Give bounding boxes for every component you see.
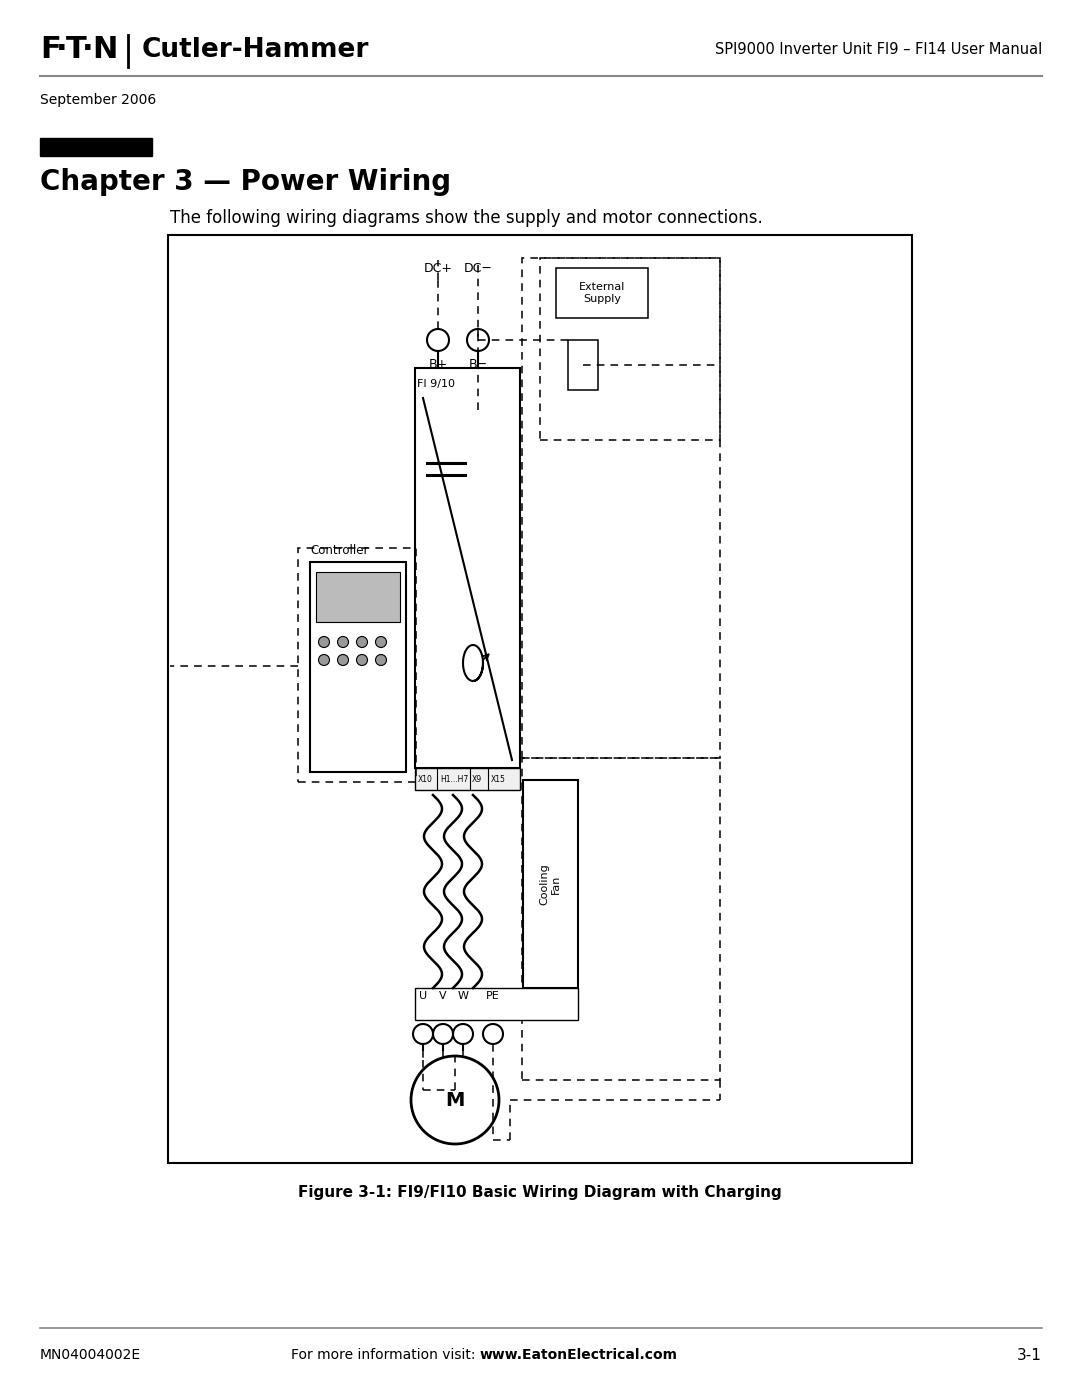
Circle shape — [319, 655, 329, 665]
Text: The following wiring diagrams show the supply and motor connections.: The following wiring diagrams show the s… — [170, 210, 762, 226]
Text: ·: · — [56, 35, 68, 64]
Text: X15: X15 — [491, 774, 505, 784]
Text: X10: X10 — [418, 774, 433, 784]
Circle shape — [356, 637, 367, 647]
Text: X9: X9 — [472, 774, 482, 784]
Bar — [40, 138, 152, 156]
Text: DC+: DC+ — [423, 261, 453, 274]
Text: Controller: Controller — [310, 543, 368, 556]
Text: Cutler-Hammer: Cutler-Hammer — [141, 36, 369, 63]
Text: MN04004002E: MN04004002E — [40, 1348, 141, 1362]
Circle shape — [356, 655, 367, 665]
Text: September 2006: September 2006 — [40, 94, 157, 108]
Text: B−: B− — [469, 358, 487, 370]
Text: DC−: DC− — [463, 261, 492, 274]
Text: H1...H7: H1...H7 — [440, 774, 469, 784]
Text: F: F — [40, 35, 60, 64]
Circle shape — [376, 637, 387, 647]
Circle shape — [319, 637, 329, 647]
Bar — [568, 339, 598, 390]
Text: V: V — [440, 990, 447, 1002]
Text: SPI9000 Inverter Unit FI9 – FI14 User Manual: SPI9000 Inverter Unit FI9 – FI14 User Ma… — [715, 42, 1042, 57]
Bar — [523, 780, 578, 988]
Bar — [415, 988, 578, 1020]
Circle shape — [376, 655, 387, 665]
Text: N: N — [92, 35, 118, 64]
Text: U: U — [419, 990, 427, 1002]
Text: FI 9/10: FI 9/10 — [417, 379, 455, 388]
Circle shape — [337, 637, 349, 647]
Text: T: T — [66, 35, 86, 64]
Text: PE: PE — [486, 990, 500, 1002]
Text: 3-1: 3-1 — [1017, 1348, 1042, 1362]
Bar — [522, 258, 720, 759]
Text: B+: B+ — [429, 358, 447, 370]
Text: M: M — [445, 1091, 464, 1109]
Text: External
Supply: External Supply — [579, 282, 625, 303]
Text: Cooling
Fan: Cooling Fan — [540, 863, 562, 905]
Text: ·: · — [82, 35, 94, 64]
Text: Figure 3-1: FI9/FI10 Basic Wiring Diagram with Charging: Figure 3-1: FI9/FI10 Basic Wiring Diagra… — [298, 1186, 782, 1200]
Bar — [556, 268, 648, 319]
Bar — [316, 571, 400, 622]
Text: For more information visit:: For more information visit: — [292, 1348, 480, 1362]
Bar — [168, 235, 912, 1162]
Bar — [415, 367, 519, 768]
Text: www.EatonElectrical.com: www.EatonElectrical.com — [480, 1348, 678, 1362]
Circle shape — [411, 1056, 499, 1144]
Bar — [522, 759, 720, 1080]
Circle shape — [337, 655, 349, 665]
Text: W: W — [458, 990, 469, 1002]
Text: Chapter 3 — Power Wiring: Chapter 3 — Power Wiring — [40, 168, 451, 196]
Bar — [310, 562, 406, 773]
Bar — [298, 548, 416, 782]
Bar — [415, 768, 519, 789]
Bar — [540, 258, 720, 440]
